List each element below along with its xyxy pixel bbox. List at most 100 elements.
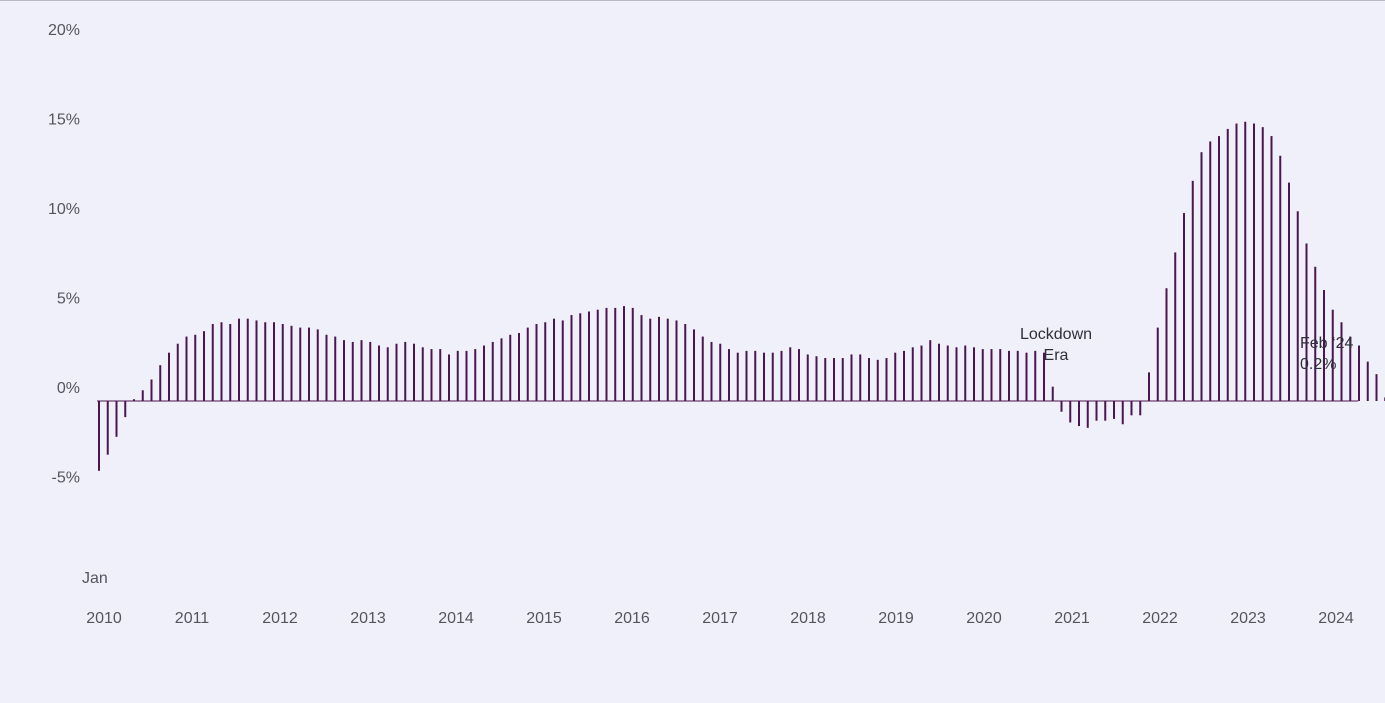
bar-month-16 [238,318,240,401]
bar-month-142 [1340,322,1343,401]
bar-month-81 [806,354,809,401]
bar-month-117 [1121,401,1124,425]
bar-month-14 [220,322,223,401]
bar-month-54 [570,315,573,401]
bar-month-72 [728,349,730,401]
bar-month-31 [369,341,372,401]
bar-month-35 [404,341,407,401]
bar-month-109 [1051,386,1054,401]
bar-month-44 [483,345,485,401]
bar-month-25 [316,329,319,401]
bar-month-18 [255,320,258,401]
bar-month-27 [334,336,337,401]
bar-month-90 [885,358,888,401]
bar-month-2 [115,401,118,437]
bar-month-74 [745,350,748,401]
bar-month-120 [1148,372,1150,401]
bar-month-7 [159,365,162,401]
bar-month-3 [124,401,127,418]
bar-month-99 [964,345,967,401]
bar-month-132 [1253,123,1255,402]
bar-month-84 [833,358,835,401]
bar-month-91 [894,352,897,401]
bar-month-140 [1323,290,1325,401]
bar-month-100 [973,347,975,401]
bar-month-50 [535,324,538,401]
bar-month-71 [719,343,722,401]
bar-month-48 [518,332,520,401]
bar-month-129 [1226,128,1229,402]
bar-month-55 [579,313,582,401]
bar-month-77 [771,352,774,401]
bar-month-128 [1218,136,1220,401]
x-tick-label-2021: 2021 [1054,610,1090,627]
bar-month-135 [1279,155,1282,401]
bar-month-88 [868,358,870,401]
bar-month-113 [1086,401,1089,428]
bar-month-60 [623,306,625,401]
bar-month-87 [859,354,862,401]
y-tick-label: 5% [57,291,80,308]
bar-month-19 [264,322,267,401]
bar-month-24 [308,327,310,401]
bar-month-17 [246,318,249,401]
bar-month-137 [1296,211,1299,401]
bar-month-75 [754,350,757,401]
x-tick-label-2018: 2018 [790,610,826,627]
bar-month-112 [1078,401,1080,427]
bar-month-119 [1139,401,1142,416]
bar-month-67 [684,324,687,401]
bar-month-108 [1043,352,1045,401]
bar-month-133 [1261,127,1264,401]
bar-month-136 [1288,182,1290,401]
bar-month-66 [675,320,678,401]
bar-month-144 [1358,345,1360,401]
bar-month-76 [763,352,765,401]
bar-month-130 [1235,123,1238,402]
bar-month-69 [701,336,704,401]
bar-month-30 [360,340,363,401]
bar-month-104 [1008,350,1010,401]
bar-month-146 [1375,374,1378,401]
bar-month-28 [343,340,345,401]
bar-month-57 [596,309,599,401]
bar-month-134 [1270,136,1273,401]
bar-month-15 [229,324,232,401]
bar-month-47 [509,334,512,401]
y-tick-label: 10% [48,201,80,218]
bar-month-59 [614,307,617,401]
bar-month-37 [421,347,424,401]
bar-month-138 [1305,243,1308,401]
y-tick-label: -5% [52,470,80,487]
bar-month-82 [815,356,818,401]
bar-month-97 [946,345,949,401]
top-rule [0,0,1385,1]
bar-month-126 [1200,152,1203,401]
bar-month-131 [1244,121,1247,401]
x-tick-label-2017: 2017 [702,610,738,627]
bar-month-94 [920,345,923,401]
x-tick-label-2016: 2016 [614,610,650,627]
bar-month-143 [1349,336,1352,401]
bar-month-20 [273,322,275,401]
bar-month-95 [929,340,932,401]
bar-month-139 [1314,266,1317,401]
bar-month-105 [1016,350,1019,401]
x-tick-label-2013: 2013 [350,610,386,627]
bar-month-41 [456,350,459,401]
bar-month-32 [378,345,380,401]
bar-month-40 [448,354,450,401]
bar-month-98 [955,347,958,401]
bar-month-83 [824,358,827,401]
bar-month-4 [133,399,135,401]
y-tick-label: 20% [48,22,80,39]
bar-month-46 [500,338,503,401]
annotation-0-line-1: Era [1044,347,1069,364]
bar-month-123 [1174,252,1177,401]
bar-month-93 [911,347,914,401]
bar-month-9 [176,343,179,401]
x-tick-label-2019: 2019 [878,610,914,627]
bar-month-86 [850,354,853,401]
x-tick-label-2024: 2024 [1318,610,1354,627]
